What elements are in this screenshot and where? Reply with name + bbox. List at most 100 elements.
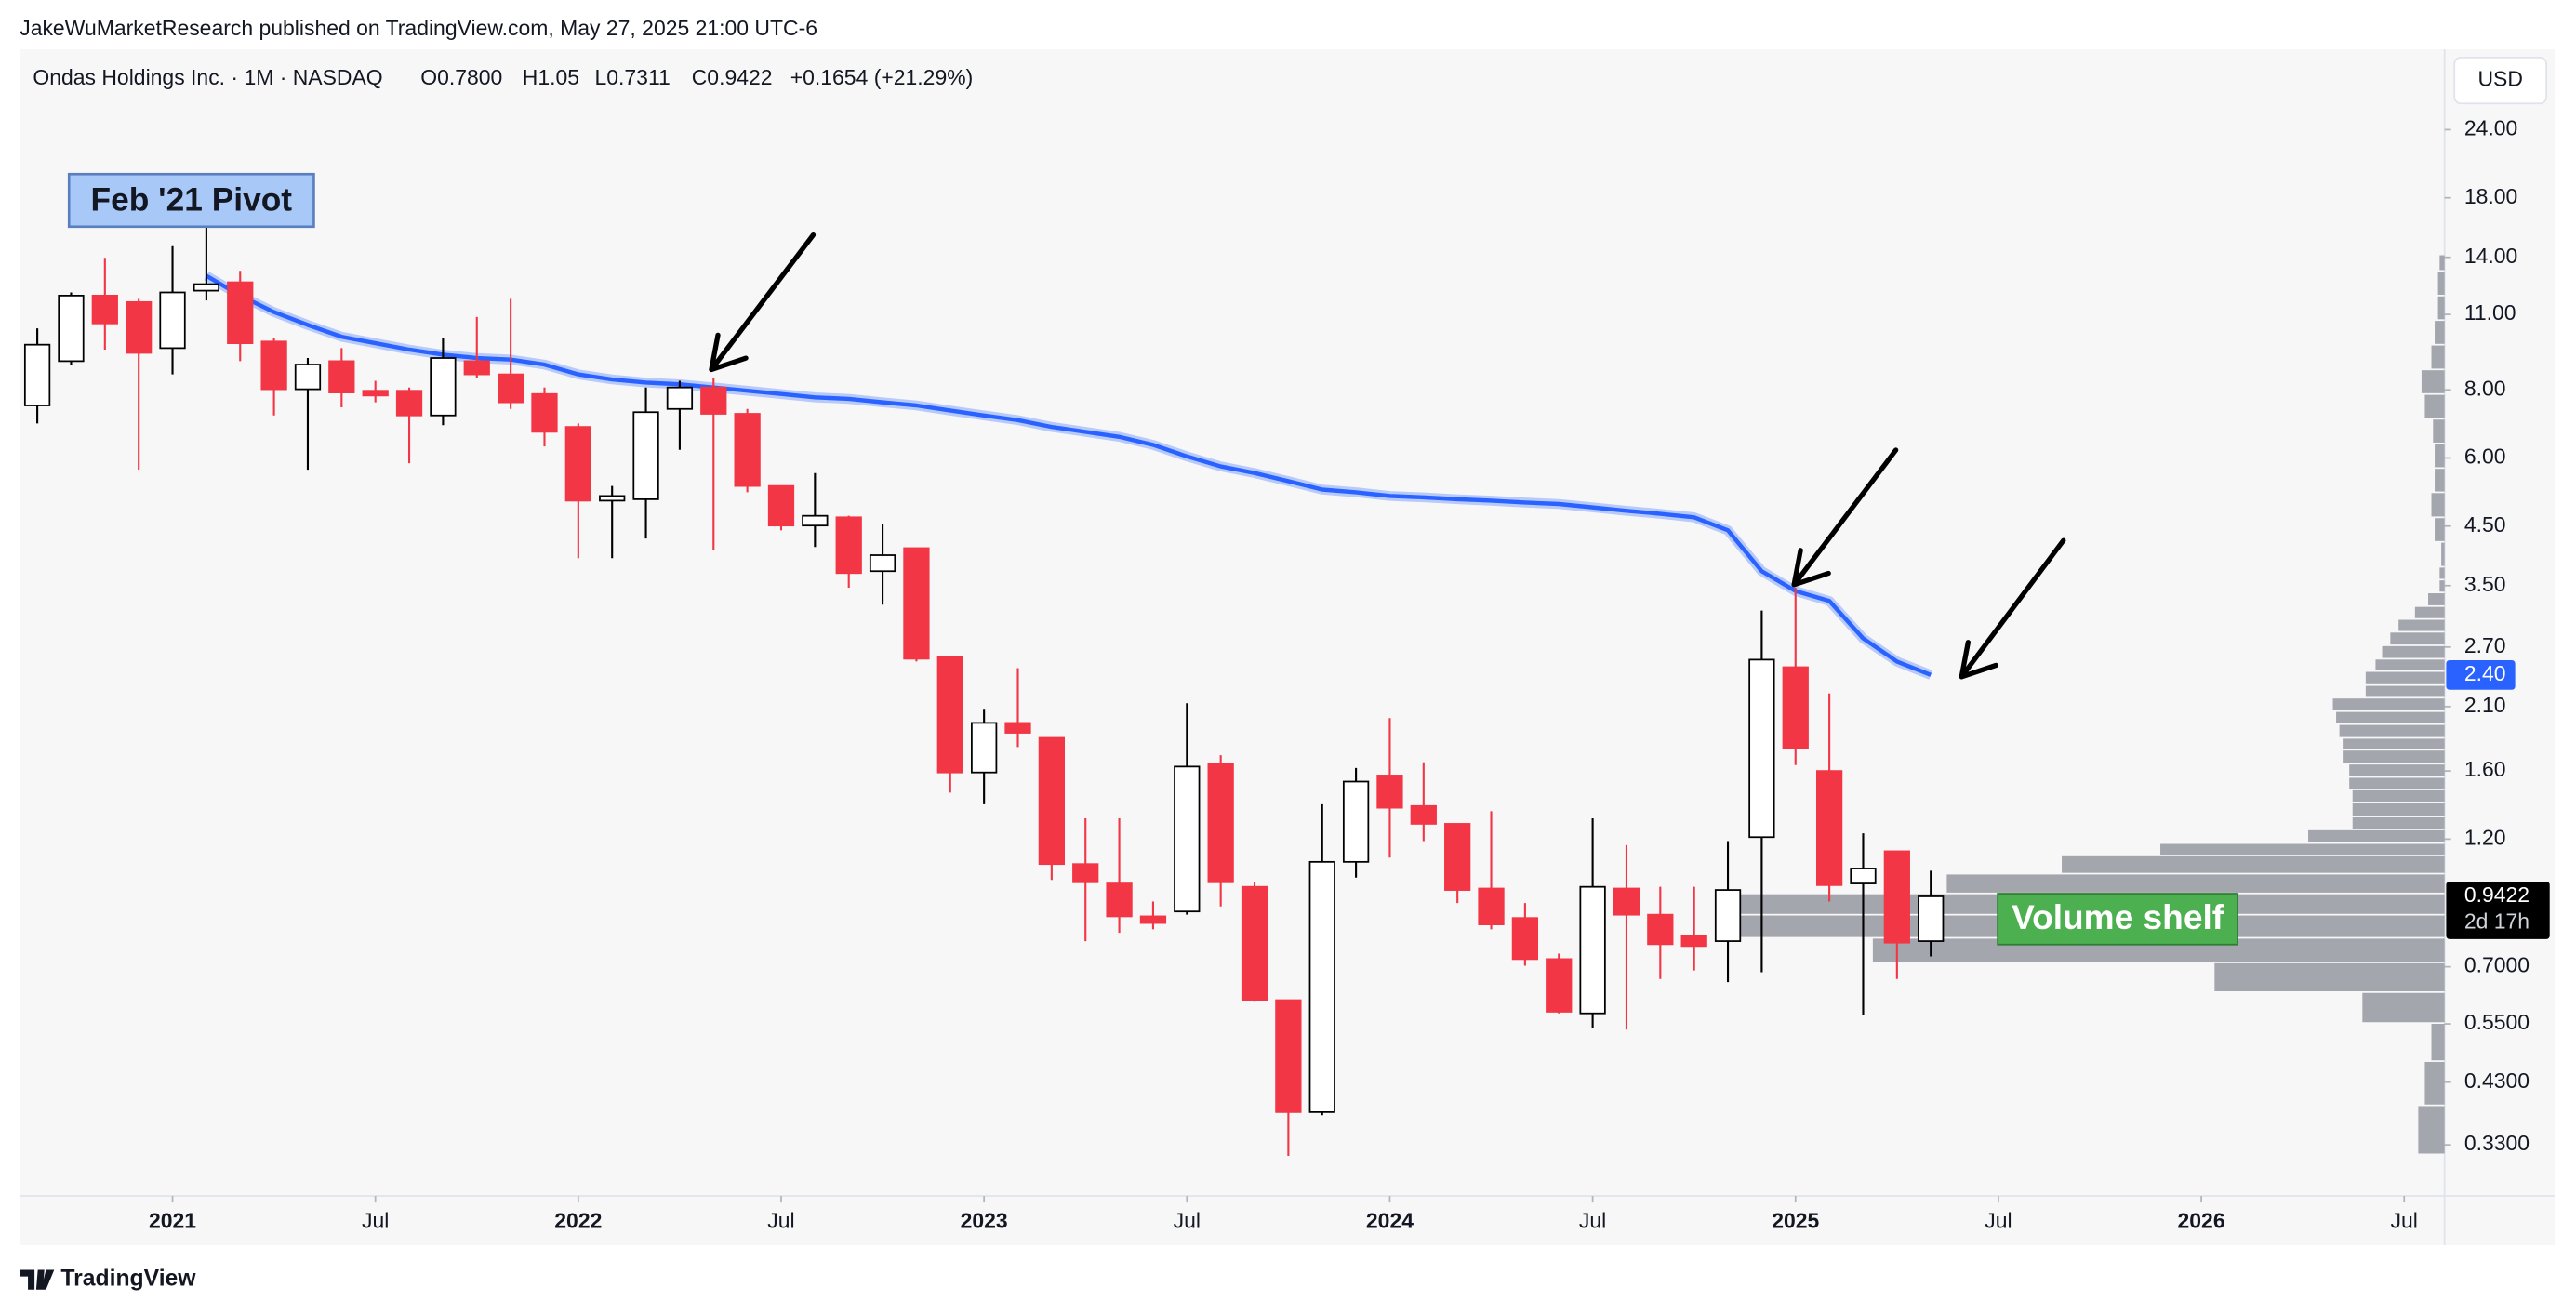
volume-profile-bar — [2390, 632, 2445, 645]
y-tick-label: 2.10 — [2464, 693, 2506, 717]
y-tick-label: 3.50 — [2464, 572, 2506, 596]
shelf-label: Volume shelf — [2012, 897, 2224, 936]
x-tick-label: 2026 — [2178, 1208, 2225, 1232]
candle-body — [1038, 736, 1065, 866]
y-tick-label: 11.00 — [2464, 300, 2516, 325]
candle-body — [1883, 850, 1910, 944]
y-tick-label: 0.7000 — [2464, 953, 2530, 977]
candle-body — [1478, 887, 1505, 925]
volume-profile-bar — [2308, 829, 2445, 842]
currency-box[interactable] — [2453, 56, 2548, 105]
x-tick-label: 2025 — [1772, 1208, 1819, 1232]
candle-body — [632, 411, 659, 500]
volume-profile-bar — [2382, 645, 2445, 658]
candle-body — [1850, 868, 1877, 884]
ma-price-label: 2.40 — [2464, 661, 2506, 685]
candle-body — [599, 495, 626, 502]
countdown-label: 2d 17h — [2464, 908, 2530, 933]
pivot-box — [67, 172, 315, 229]
volume-profile-bar — [2214, 962, 2445, 991]
candle-body — [1714, 889, 1742, 942]
high-label: H1.05 — [523, 65, 579, 89]
candle-body — [1004, 722, 1031, 734]
symbol-legend: Ondas Holdings Inc. · 1M · NASDAQ O0.780… — [33, 65, 973, 89]
candle-body — [1782, 666, 1809, 749]
volume-profile-bar — [2336, 711, 2445, 723]
low-label: L0.7311 — [595, 65, 671, 89]
arrow — [1959, 537, 2066, 680]
candle-body — [23, 343, 51, 406]
candle-body — [395, 390, 423, 417]
candle-body — [58, 295, 85, 363]
close-label: C0.9422 — [692, 65, 773, 89]
candle-body — [1511, 917, 1539, 961]
candle-body — [91, 295, 118, 325]
candle-body — [1444, 823, 1471, 891]
x-tick-label: Jul — [362, 1208, 389, 1232]
volume-profile-bar — [2362, 992, 2445, 1023]
y-tick-label: 1.20 — [2464, 825, 2506, 849]
volume-profile-bar — [2439, 580, 2445, 592]
volume-profile-bar — [2439, 255, 2445, 271]
candle-body — [767, 484, 795, 527]
candle-body — [1174, 765, 1201, 913]
volume-profile-bar — [2343, 750, 2445, 763]
open-label: O0.7800 — [420, 65, 502, 89]
ma-price-box — [2446, 659, 2516, 690]
volume-profile-bar — [2427, 593, 2445, 605]
y-tick-label: 24.00 — [2464, 116, 2517, 140]
change-label: +0.1654 (+21.29%) — [790, 65, 974, 89]
volume-profile-bar — [2421, 370, 2445, 393]
volume-profile-bar — [2339, 724, 2445, 737]
annotations: Feb '21 Pivot Volume shelf — [67, 172, 2238, 946]
candle-body — [193, 283, 220, 292]
candle-body — [1139, 915, 1167, 924]
candle-body — [903, 547, 930, 660]
candle-body — [564, 426, 591, 502]
currency[interactable]: USD — [2477, 67, 2522, 91]
shelf-box — [1997, 893, 2238, 946]
volume-profile-bar — [2332, 698, 2445, 710]
volume-profile-bar — [2418, 1106, 2445, 1154]
candle-body — [1106, 882, 1133, 918]
x-tick-label: Jul — [767, 1208, 794, 1232]
volume-profile-bar — [2437, 296, 2445, 320]
volume-profile-bar — [2439, 567, 2445, 579]
volume-profile-bar — [2375, 659, 2445, 670]
last-price-box — [2446, 882, 2550, 939]
candle-body — [126, 300, 153, 354]
candle-body — [497, 373, 524, 404]
candle-body — [971, 722, 998, 774]
volume-profile-bar — [2365, 671, 2445, 684]
y-tick-label: 1.60 — [2464, 757, 2506, 781]
volume-profile-bar — [2398, 619, 2445, 631]
candle-body — [159, 291, 186, 350]
x-tick-label: Jul — [2391, 1208, 2418, 1232]
candle-body — [936, 656, 963, 774]
volume-profile-bar — [2160, 843, 2445, 855]
candle-body — [835, 516, 862, 575]
x-tick-label: Jul — [1579, 1208, 1606, 1232]
y-tick-label: 0.3300 — [2464, 1131, 2530, 1155]
candle-body — [1342, 780, 1370, 863]
candle-body — [1241, 885, 1268, 1001]
candle-body — [1918, 895, 1945, 942]
volume-profile-bar — [2433, 419, 2445, 443]
x-tick-label: 2021 — [149, 1208, 196, 1232]
x-tick-label: 2023 — [961, 1208, 1008, 1232]
volume-profile-bar — [1946, 874, 2445, 893]
candle-body — [294, 364, 322, 391]
y-tick-label: 4.50 — [2464, 512, 2506, 537]
volume-profile-bar — [2349, 777, 2445, 789]
candle-body — [734, 413, 761, 487]
candle-body — [1613, 887, 1640, 916]
candle-body — [700, 386, 727, 415]
candle-body — [1546, 958, 1573, 1013]
volume-profile-bar — [2414, 606, 2445, 618]
candle-body — [328, 360, 355, 393]
volume-profile-bar — [2349, 764, 2445, 776]
volume-profile-bar — [2352, 802, 2445, 816]
candle-body — [1579, 885, 1606, 1015]
x-tick-label: Jul — [1174, 1208, 1201, 1232]
volume-profile-bar — [2424, 1061, 2445, 1105]
